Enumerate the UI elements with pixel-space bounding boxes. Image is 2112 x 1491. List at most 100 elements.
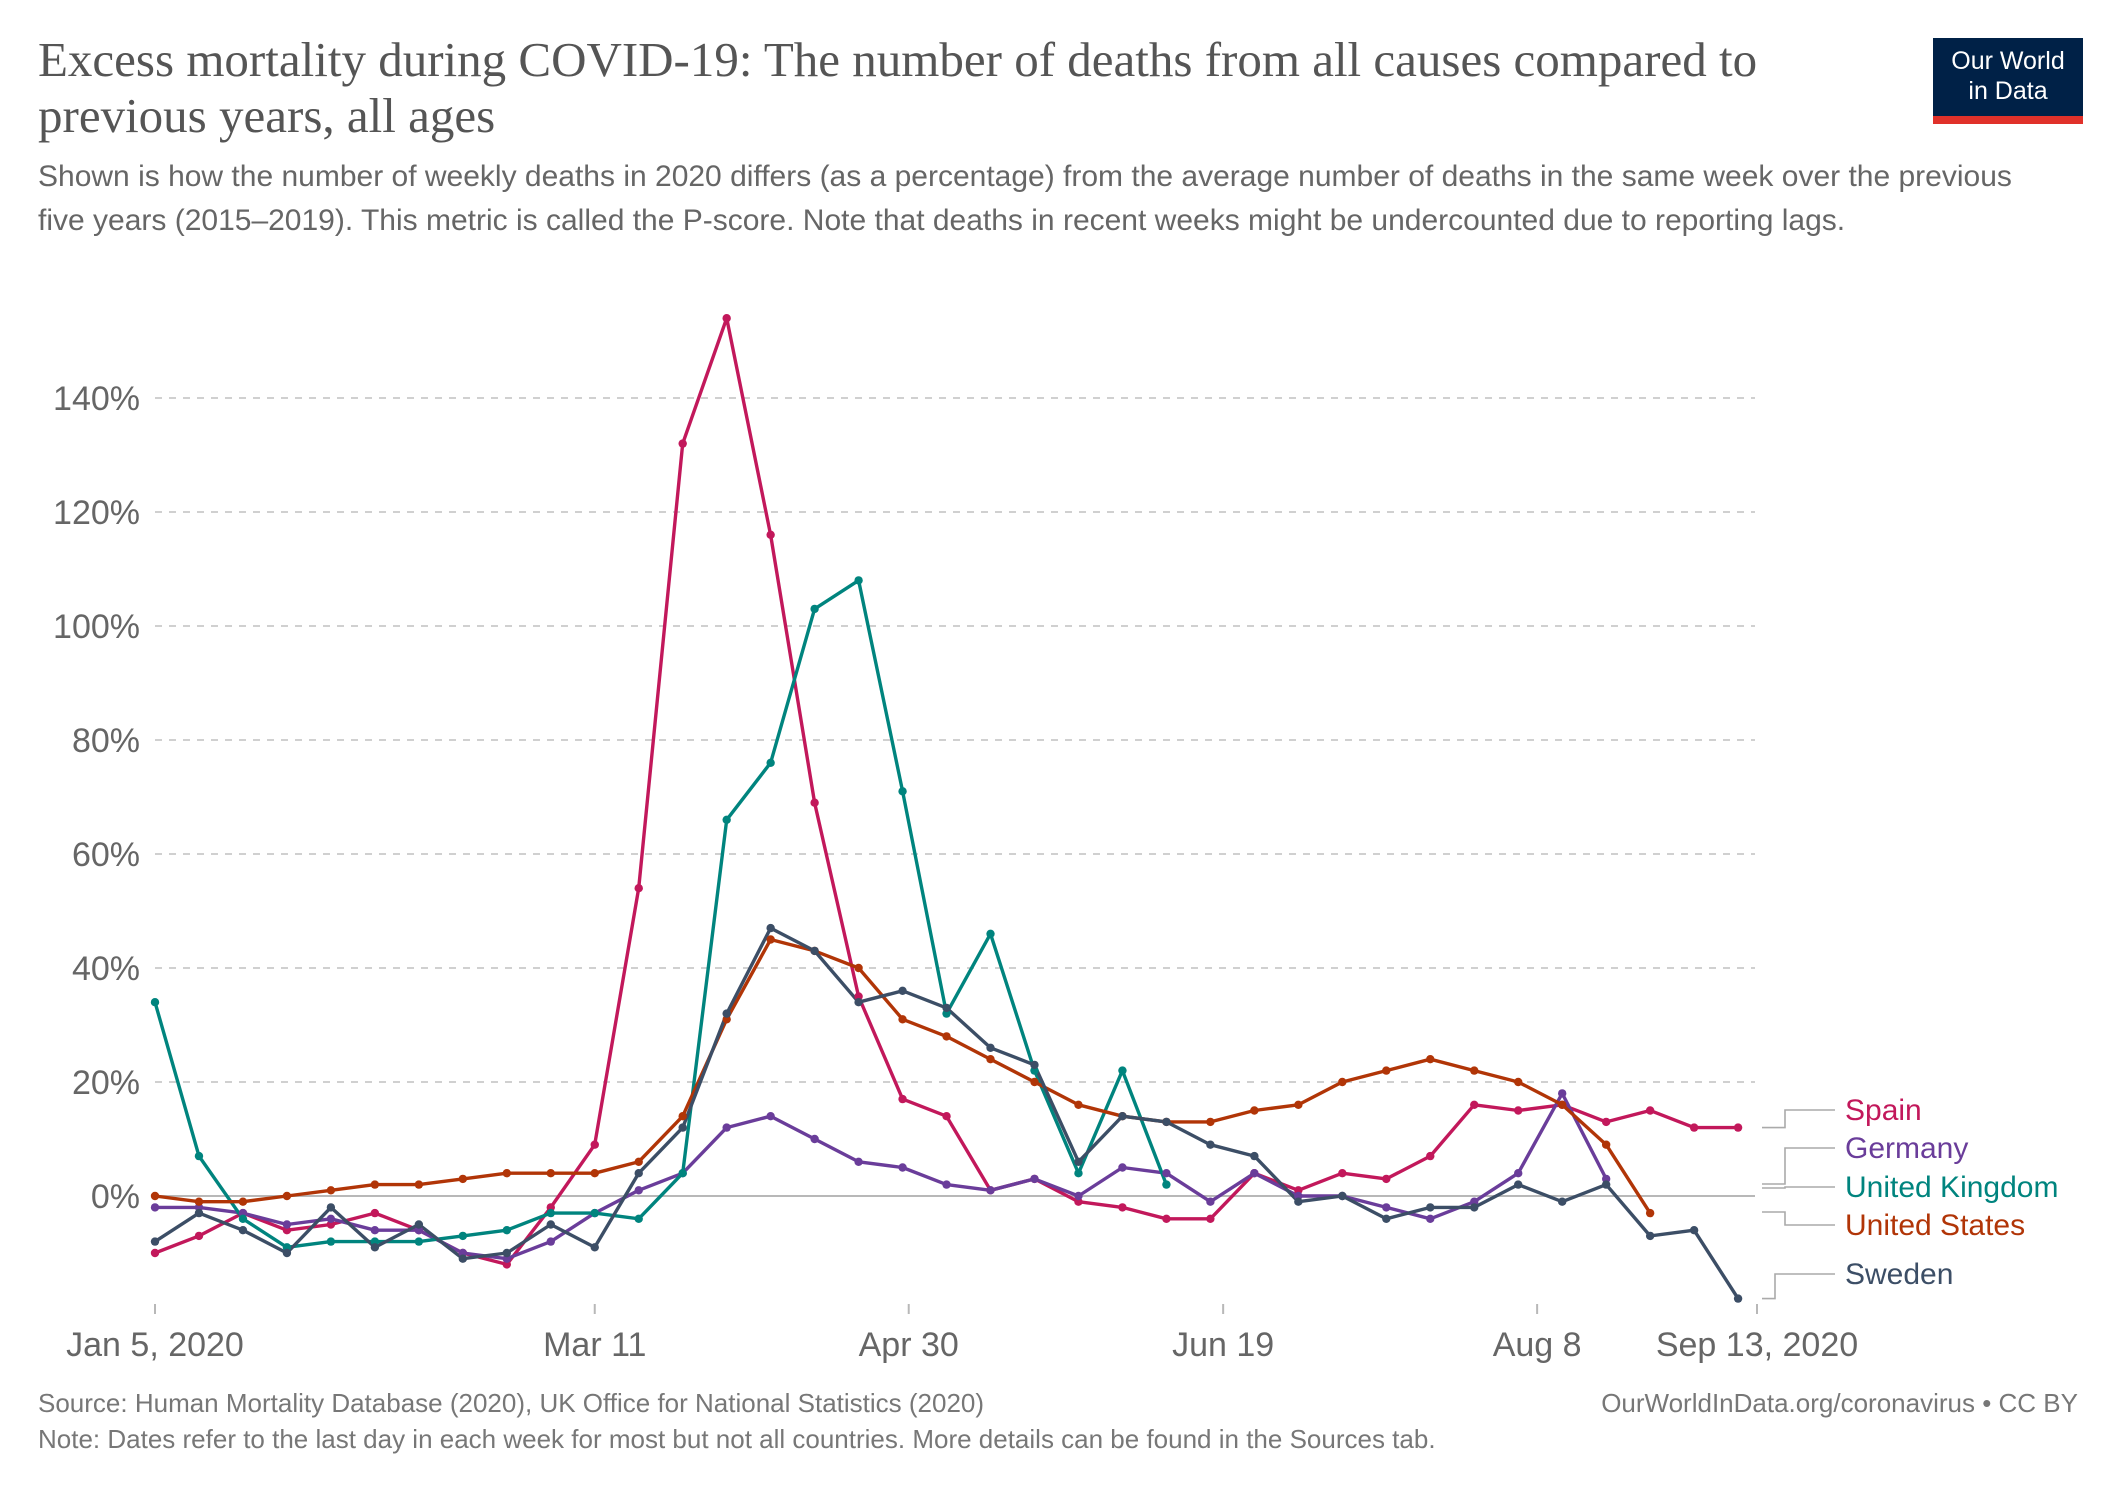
- data-point-united-states[interactable]: [1645, 1208, 1655, 1218]
- data-point-germany[interactable]: [634, 1186, 643, 1195]
- data-point-united-states[interactable]: [634, 1157, 643, 1167]
- legend-label-united-kingdom[interactable]: United Kingdom: [1845, 1171, 2058, 1204]
- data-point-sweden[interactable]: [1074, 1157, 1083, 1167]
- data-point-germany[interactable]: [898, 1163, 907, 1172]
- data-point-spain[interactable]: [370, 1208, 380, 1218]
- data-point-united-states[interactable]: [766, 935, 775, 944]
- data-point-sweden[interactable]: [1118, 1112, 1127, 1121]
- data-point-germany[interactable]: [546, 1237, 555, 1246]
- data-point-germany[interactable]: [282, 1220, 292, 1229]
- data-point-spain[interactable]: [1733, 1123, 1743, 1132]
- data-point-germany[interactable]: [986, 1186, 995, 1195]
- data-point-united-states[interactable]: [1470, 1066, 1479, 1075]
- data-point-sweden[interactable]: [986, 1043, 995, 1053]
- data-point-united-states[interactable]: [150, 1191, 160, 1201]
- series-line-germany[interactable]: [153, 1091, 1608, 1261]
- data-point-united-states[interactable]: [194, 1197, 204, 1206]
- data-point-united-states[interactable]: [370, 1180, 380, 1189]
- data-point-germany[interactable]: [1382, 1203, 1391, 1212]
- data-point-united-kingdom[interactable]: [854, 576, 863, 585]
- data-point-spain[interactable]: [1382, 1174, 1391, 1184]
- data-point-spain[interactable]: [1426, 1151, 1435, 1161]
- data-point-sweden[interactable]: [238, 1226, 248, 1235]
- data-point-united-kingdom[interactable]: [546, 1208, 555, 1218]
- data-point-spain[interactable]: [722, 314, 731, 323]
- data-point-spain[interactable]: [810, 798, 819, 807]
- data-point-united-states[interactable]: [1338, 1077, 1347, 1087]
- data-point-sweden[interactable]: [854, 998, 863, 1007]
- data-point-sweden[interactable]: [1645, 1231, 1655, 1241]
- data-point-sweden[interactable]: [1250, 1151, 1259, 1161]
- data-point-united-states[interactable]: [1030, 1077, 1039, 1087]
- data-point-sweden[interactable]: [1470, 1203, 1479, 1212]
- data-point-united-kingdom[interactable]: [810, 604, 819, 614]
- legend-label-sweden[interactable]: Sweden: [1845, 1258, 1953, 1291]
- data-point-united-kingdom[interactable]: [238, 1214, 248, 1224]
- legend-label-germany[interactable]: Germany: [1845, 1132, 1968, 1165]
- data-point-united-kingdom[interactable]: [590, 1208, 599, 1218]
- data-point-united-states[interactable]: [1382, 1066, 1391, 1075]
- data-point-sweden[interactable]: [1514, 1180, 1523, 1189]
- data-point-germany[interactable]: [1514, 1169, 1523, 1178]
- data-point-united-states[interactable]: [1514, 1077, 1523, 1087]
- data-point-united-states[interactable]: [678, 1112, 687, 1121]
- data-point-united-states[interactable]: [458, 1174, 468, 1184]
- data-point-united-states[interactable]: [1074, 1100, 1083, 1110]
- data-point-germany[interactable]: [150, 1203, 160, 1212]
- data-point-united-states[interactable]: [502, 1169, 511, 1178]
- data-point-united-kingdom[interactable]: [326, 1237, 336, 1246]
- data-point-united-kingdom[interactable]: [898, 787, 907, 796]
- data-point-sweden[interactable]: [282, 1248, 292, 1258]
- data-point-sweden[interactable]: [590, 1243, 599, 1252]
- data-point-germany[interactable]: [1118, 1163, 1127, 1172]
- data-point-united-kingdom[interactable]: [766, 758, 775, 767]
- data-point-spain[interactable]: [150, 1248, 160, 1258]
- data-point-spain[interactable]: [678, 439, 687, 448]
- data-point-spain[interactable]: [634, 884, 643, 893]
- data-point-united-states[interactable]: [1426, 1055, 1435, 1064]
- data-point-sweden[interactable]: [502, 1248, 511, 1258]
- data-point-united-states[interactable]: [282, 1191, 292, 1201]
- series-line-united-states[interactable]: [153, 937, 1652, 1215]
- data-point-spain[interactable]: [898, 1094, 907, 1104]
- data-point-sweden[interactable]: [150, 1237, 160, 1246]
- data-point-united-states[interactable]: [1250, 1106, 1259, 1115]
- data-point-spain[interactable]: [766, 530, 775, 539]
- data-point-germany[interactable]: [1206, 1197, 1215, 1206]
- owid-logo[interactable]: Our World in Data: [1933, 38, 2083, 124]
- data-point-sweden[interactable]: [766, 923, 775, 933]
- data-point-sweden[interactable]: [1338, 1191, 1347, 1201]
- data-point-germany[interactable]: [1162, 1169, 1171, 1178]
- data-point-spain[interactable]: [1162, 1214, 1171, 1224]
- data-point-spain[interactable]: [1338, 1169, 1347, 1178]
- data-point-sweden[interactable]: [458, 1254, 468, 1263]
- data-point-united-states[interactable]: [854, 963, 863, 973]
- data-point-germany[interactable]: [766, 1112, 775, 1121]
- data-point-germany[interactable]: [722, 1123, 731, 1132]
- data-point-sweden[interactable]: [370, 1243, 380, 1252]
- data-point-united-kingdom[interactable]: [414, 1237, 424, 1246]
- data-point-united-states[interactable]: [590, 1169, 599, 1178]
- data-point-sweden[interactable]: [546, 1220, 555, 1229]
- data-point-united-kingdom[interactable]: [502, 1226, 511, 1235]
- data-point-united-kingdom[interactable]: [722, 815, 731, 824]
- data-point-sweden[interactable]: [1426, 1203, 1435, 1212]
- data-point-spain[interactable]: [942, 1112, 951, 1121]
- data-point-germany[interactable]: [1250, 1169, 1259, 1178]
- series-line-united-kingdom[interactable]: [153, 578, 1169, 1249]
- data-point-sweden[interactable]: [1382, 1214, 1391, 1224]
- data-point-united-kingdom[interactable]: [150, 998, 160, 1007]
- data-point-united-kingdom[interactable]: [678, 1169, 687, 1178]
- data-point-united-states[interactable]: [546, 1169, 555, 1178]
- data-point-spain[interactable]: [1206, 1214, 1215, 1224]
- data-point-united-states[interactable]: [326, 1186, 336, 1195]
- data-point-spain[interactable]: [590, 1140, 599, 1149]
- data-point-spain[interactable]: [1645, 1106, 1655, 1115]
- data-point-spain[interactable]: [1470, 1100, 1479, 1110]
- data-point-united-kingdom[interactable]: [1162, 1180, 1171, 1189]
- data-point-sweden[interactable]: [942, 1003, 951, 1013]
- data-point-united-kingdom[interactable]: [634, 1214, 643, 1224]
- data-point-sweden[interactable]: [1601, 1180, 1611, 1189]
- data-point-spain[interactable]: [1514, 1106, 1523, 1115]
- data-point-germany[interactable]: [942, 1180, 951, 1189]
